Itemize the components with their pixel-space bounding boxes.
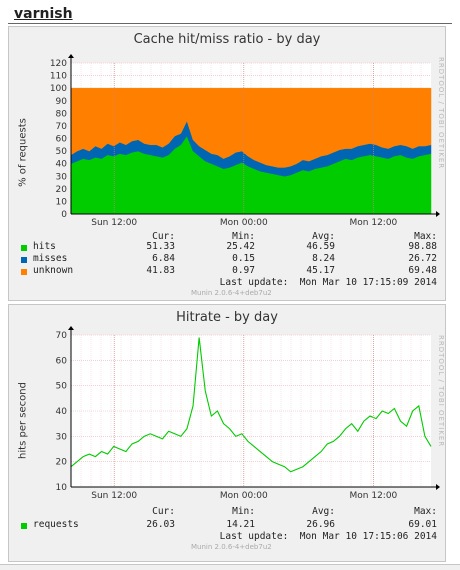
header-max: Max: bbox=[414, 231, 437, 242]
legend-max: 26.72 bbox=[408, 253, 437, 264]
y-tick-label: 50 bbox=[56, 147, 68, 157]
y-tick-label: 40 bbox=[56, 160, 68, 170]
series-area-unknown bbox=[70, 87, 432, 168]
y-tick-label: 40 bbox=[56, 407, 68, 417]
legend-min: 25.42 bbox=[226, 241, 255, 252]
munin-version: Munin 2.0.6-4+deb7u2 bbox=[191, 289, 272, 297]
last-update: Last update: Mon Mar 10 17:15:09 2014 bbox=[219, 277, 437, 288]
legend-swatch-hits bbox=[21, 245, 27, 251]
header-divider bbox=[8, 23, 452, 24]
legend-cur: 6.84 bbox=[152, 253, 175, 264]
x-tick-label: Mon 12:00 bbox=[350, 218, 398, 228]
x-tick-label: Mon 00:00 bbox=[220, 491, 268, 501]
legend-cur: 26.03 bbox=[146, 519, 175, 530]
graph-hitrate[interactable]: Hitrate - by day RRDTOOL / TOBI OETIKER … bbox=[8, 304, 446, 562]
graph-cache-hit-miss[interactable]: Cache hit/miss ratio - by day RRDTOOL / … bbox=[8, 26, 446, 301]
y-tick-label: 30 bbox=[56, 432, 68, 442]
legend-avg: 8.24 bbox=[312, 253, 335, 264]
y-tick-label: 110 bbox=[50, 72, 67, 82]
y-axis-arrow bbox=[68, 326, 74, 330]
chart-area: 10 20 30 40 50 60 70 Sun 12:00 Mon 00:00 Mon 12:0… bbox=[56, 326, 440, 501]
rrdtool-credit: RRDTOOL / TOBI OETIKER bbox=[437, 335, 445, 448]
rrdtool-credit: RRDTOOL / TOBI OETIKER bbox=[437, 57, 445, 170]
y-tick-label: 20 bbox=[56, 185, 68, 195]
legend-label: hits bbox=[33, 241, 56, 252]
header-min: Min: bbox=[232, 231, 255, 242]
legend-cur: 51.33 bbox=[146, 241, 175, 252]
x-axis-arrow bbox=[436, 484, 440, 490]
y-tick-label: 30 bbox=[56, 172, 68, 182]
header-cur: Cur: bbox=[152, 231, 175, 242]
y-tick-label: 120 bbox=[50, 59, 67, 69]
legend-min: 14.21 bbox=[226, 519, 255, 530]
y-axis-arrow bbox=[68, 54, 74, 58]
x-tick-label: Mon 12:00 bbox=[350, 491, 398, 501]
legend-swatch-requests bbox=[21, 523, 27, 529]
header-avg: Avg: bbox=[312, 231, 335, 242]
series-line-requests bbox=[70, 337, 432, 473]
y-tick-label: 20 bbox=[56, 458, 68, 468]
header-max: Max: bbox=[414, 506, 437, 517]
header-min: Min: bbox=[232, 506, 255, 517]
x-tick-label: Sun 12:00 bbox=[91, 491, 137, 501]
next-graph-panel-edge bbox=[0, 564, 460, 570]
legend-min: 0.15 bbox=[232, 253, 255, 264]
y-tick-label: 70 bbox=[56, 122, 68, 132]
legend-label: requests bbox=[33, 519, 79, 530]
graph-title: Hitrate - by day bbox=[176, 310, 278, 325]
y-tick-label: 90 bbox=[56, 97, 68, 107]
legend-cur: 41.83 bbox=[146, 265, 175, 276]
y-tick-label: 70 bbox=[56, 331, 68, 341]
y-tick-label: 100 bbox=[50, 84, 67, 94]
header-avg: Avg: bbox=[312, 506, 335, 517]
legend-max: 98.88 bbox=[408, 241, 437, 252]
legend-label: misses bbox=[33, 253, 68, 264]
y-tick-label: 10 bbox=[56, 197, 68, 207]
chart-area: 0 10 20 30 40 50 60 70 80 90 100 110 120 Sun 12:00 Mon… bbox=[50, 54, 440, 228]
legend-swatch-misses bbox=[21, 257, 27, 263]
x-tick-label: Sun 12:00 bbox=[91, 218, 137, 228]
legend-label: unknown bbox=[33, 265, 74, 276]
y-tick-label: 50 bbox=[56, 382, 68, 392]
y-tick-label: 10 bbox=[56, 483, 68, 493]
category-title-link[interactable]: varnish bbox=[14, 6, 73, 22]
last-update: Last update: Mon Mar 10 17:15:06 2014 bbox=[219, 531, 437, 542]
x-axis-arrow bbox=[436, 211, 440, 217]
legend-max: 69.01 bbox=[408, 519, 437, 530]
legend-avg: 26.96 bbox=[306, 519, 335, 530]
legend-avg: 46.59 bbox=[306, 241, 335, 252]
legend-swatch-unknown bbox=[21, 269, 27, 275]
legend-max: 69.48 bbox=[408, 265, 437, 276]
munin-version: Munin 2.0.6-4+deb7u2 bbox=[191, 543, 272, 551]
legend-min: 0.97 bbox=[232, 265, 255, 276]
y-tick-label: 60 bbox=[56, 356, 68, 366]
graph-title: Cache hit/miss ratio - by day bbox=[133, 32, 321, 47]
legend-avg: 45.17 bbox=[306, 265, 335, 276]
y-tick-label: 80 bbox=[56, 109, 68, 119]
y-tick-label: 0 bbox=[61, 210, 67, 220]
y-tick-label: 60 bbox=[56, 135, 68, 145]
header-cur: Cur: bbox=[152, 506, 175, 517]
x-tick-label: Mon 00:00 bbox=[220, 218, 268, 228]
